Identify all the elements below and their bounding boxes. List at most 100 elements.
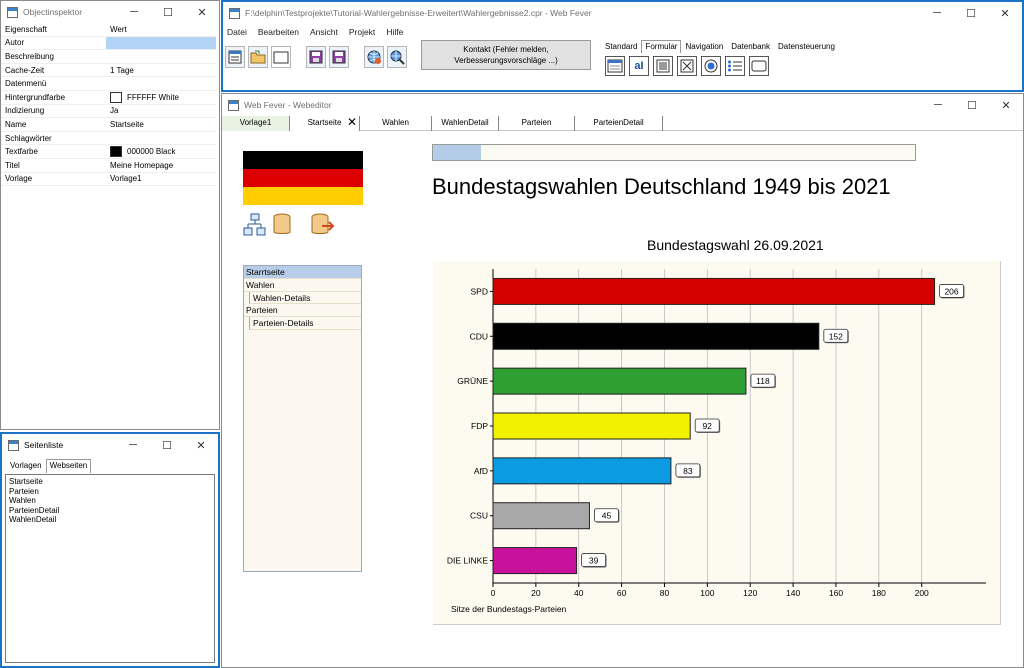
checkbox-icon[interactable] bbox=[677, 56, 697, 76]
property-value[interactable]: Startseite bbox=[106, 118, 216, 131]
minimize-icon[interactable]: ─ bbox=[933, 7, 941, 19]
x-tick-label: 200 bbox=[915, 588, 929, 598]
menu-hilfe[interactable]: Hilfe bbox=[386, 27, 404, 37]
window-icon bbox=[7, 6, 18, 18]
nav-item[interactable]: Wahlen-Details bbox=[249, 291, 361, 305]
list-item[interactable]: Startseite bbox=[9, 477, 43, 486]
minimize-icon[interactable]: ─ bbox=[130, 6, 138, 18]
tab-standard[interactable]: Standard bbox=[605, 42, 638, 51]
blank-page-icon[interactable] bbox=[271, 46, 291, 68]
save-all-icon[interactable] bbox=[329, 46, 349, 68]
minimize-icon[interactable]: ─ bbox=[129, 439, 137, 451]
property-key: Hintergrundfarbe bbox=[5, 92, 66, 102]
maximize-icon[interactable]: ☐ bbox=[163, 6, 173, 19]
minimize-icon[interactable]: ─ bbox=[934, 99, 942, 111]
tab-vorlage1[interactable]: Vorlage1 bbox=[222, 116, 290, 131]
nav-item[interactable]: Starrtseite bbox=[244, 266, 361, 279]
nav-item[interactable]: Wahlen bbox=[244, 279, 361, 292]
bar bbox=[492, 457, 672, 485]
new-page-icon[interactable] bbox=[225, 46, 245, 68]
publish-web-icon[interactable] bbox=[364, 46, 384, 68]
tab-navigation[interactable]: Navigation bbox=[685, 42, 724, 51]
menu-bearbeiten[interactable]: Bearbeiten bbox=[257, 27, 299, 37]
list-item[interactable]: WahlenDetail bbox=[9, 515, 57, 525]
bar bbox=[492, 322, 820, 350]
inspector-titlebar[interactable]: Objectinspektor ─ ☐ ✕ bbox=[1, 1, 219, 23]
database-icon[interactable] bbox=[270, 213, 294, 239]
property-value[interactable]: Meine Homepage bbox=[106, 159, 216, 172]
menu-projekt[interactable]: Projekt bbox=[348, 27, 376, 37]
property-value[interactable] bbox=[106, 77, 216, 90]
form-icon[interactable] bbox=[605, 56, 625, 76]
property-value[interactable] bbox=[106, 36, 216, 50]
tab-datensteuerung[interactable]: Datensteuerung bbox=[778, 42, 835, 51]
data-label-box bbox=[694, 418, 720, 433]
y-tick-label: SPD bbox=[471, 286, 488, 296]
property-row[interactable]: Datenmenü bbox=[1, 77, 216, 91]
property-row[interactable]: Autor bbox=[1, 36, 216, 51]
tab-wahlendetail[interactable]: WahlenDetail bbox=[432, 116, 499, 131]
close-icon[interactable]: ✕ bbox=[1001, 99, 1011, 112]
property-row[interactable]: Beschreibung bbox=[1, 50, 216, 64]
list-item[interactable]: ParteienDetail bbox=[9, 505, 60, 515]
text-field-icon[interactable]: aI bbox=[629, 56, 649, 76]
menu-ansicht[interactable]: Ansicht bbox=[309, 27, 338, 37]
property-row[interactable]: Vorlage Vorlage1 bbox=[1, 173, 216, 187]
tab-parteien[interactable]: Parteien bbox=[499, 116, 575, 131]
x-tick-label: 60 bbox=[617, 588, 627, 598]
close-icon[interactable]: ✕ bbox=[196, 439, 206, 452]
tab-vorlagen[interactable]: Vorlagen bbox=[10, 461, 42, 470]
web-preview-icon[interactable] bbox=[387, 46, 407, 68]
property-row[interactable]: Titel Meine Homepage bbox=[1, 159, 216, 173]
property-key: Titel bbox=[5, 160, 20, 170]
property-row[interactable]: Schlagwörter bbox=[1, 132, 216, 146]
sitemap-icon[interactable] bbox=[243, 213, 267, 239]
database-export-icon[interactable] bbox=[310, 213, 336, 239]
property-row[interactable]: Cache-Zeit 1 Tage bbox=[1, 64, 216, 78]
property-value[interactable]: FFFFFF White bbox=[106, 91, 216, 104]
property-row[interactable]: Indizierung Ja bbox=[1, 105, 216, 119]
maximize-icon[interactable]: ☐ bbox=[966, 7, 976, 20]
memo-icon[interactable] bbox=[653, 56, 673, 76]
nav-item[interactable]: Parteien bbox=[244, 304, 361, 318]
editor-titlebar[interactable]: Web Fever - Webeditor ─ ☐ ✕ bbox=[222, 94, 1023, 116]
tab-parteiendetail[interactable]: ParteienDetail bbox=[575, 116, 663, 131]
contact-button[interactable]: Kontakt (Fehler melden, Verbesserungsvors… bbox=[421, 40, 591, 70]
tab-webseiten[interactable]: Webseiten bbox=[45, 459, 92, 473]
property-value-text: Meine Homepage bbox=[110, 160, 174, 170]
property-row[interactable]: Textfarbe 000000 Black bbox=[1, 145, 216, 159]
property-value[interactable]: Ja bbox=[106, 105, 216, 118]
button-component-icon[interactable] bbox=[749, 56, 769, 76]
close-icon[interactable]: ✕ bbox=[1000, 7, 1010, 20]
main-titlebar[interactable]: F:\delphin\Testprojekte\Tutorial-Wahlerg… bbox=[223, 2, 1022, 24]
tab-datenbank[interactable]: Datenbank bbox=[731, 42, 770, 51]
tab-formular[interactable]: Formular bbox=[641, 40, 682, 53]
property-value[interactable]: Vorlage1 bbox=[106, 173, 216, 186]
maximize-icon[interactable]: ☐ bbox=[967, 99, 977, 112]
data-label: 45 bbox=[602, 511, 612, 521]
nav-item[interactable]: Parteien-Details bbox=[249, 317, 361, 330]
property-row[interactable]: Hintergrundfarbe FFFFFF White bbox=[1, 91, 216, 105]
close-tab-icon[interactable]: ✕ bbox=[346, 115, 357, 129]
property-key: Datenmenü bbox=[5, 79, 47, 89]
property-value[interactable] bbox=[106, 50, 216, 63]
list-item[interactable]: Wahlen bbox=[9, 496, 36, 506]
close-icon[interactable]: ✕ bbox=[197, 6, 207, 19]
window-icon bbox=[228, 99, 239, 111]
property-value[interactable]: 000000 Black bbox=[106, 145, 216, 158]
menu-datei[interactable]: Datei bbox=[227, 27, 247, 37]
list-item[interactable]: Parteien bbox=[9, 486, 39, 496]
editor-canvas[interactable]: Starrtseite Wahlen Wahlen-Details Parteien P… bbox=[222, 131, 1023, 667]
property-value[interactable]: 1 Tage bbox=[106, 64, 216, 77]
tab-startseite[interactable]: Startseite ✕ bbox=[290, 115, 360, 131]
open-folder-icon[interactable] bbox=[248, 46, 268, 68]
property-row[interactable]: Name Startseite bbox=[1, 118, 216, 132]
save-icon[interactable] bbox=[306, 46, 326, 68]
maximize-icon[interactable]: ☐ bbox=[162, 439, 172, 452]
page-list[interactable]: Startseite Parteien Wahlen ParteienDetail Wa… bbox=[5, 474, 215, 663]
radio-button-icon[interactable] bbox=[701, 56, 721, 76]
property-value[interactable] bbox=[106, 132, 216, 145]
list-box-icon[interactable] bbox=[725, 56, 745, 76]
pagelist-titlebar[interactable]: Seitenliste ─ ☐ ✕ bbox=[2, 434, 218, 456]
tab-wahlen[interactable]: Wahlen bbox=[360, 116, 432, 131]
